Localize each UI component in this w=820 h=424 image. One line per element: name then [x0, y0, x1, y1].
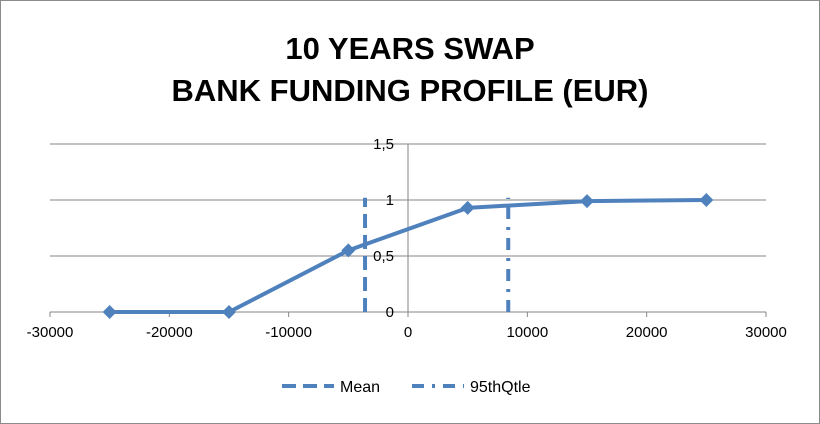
- x-tick-label-6: 30000: [745, 324, 787, 341]
- y-tick-label-0: 0: [386, 304, 394, 321]
- data-point-3: [460, 200, 475, 215]
- data-point-5: [699, 193, 714, 207]
- series-line-profile: [109, 198, 707, 314]
- x-tick-label-4: 10000: [506, 324, 548, 341]
- chart-title-line2: BANK FUNDING PROFILE (EUR): [171, 73, 649, 108]
- y-tick-label-2: 1: [386, 192, 394, 209]
- data-point-1: [222, 305, 236, 319]
- x-tick-label-1: -20000: [146, 324, 193, 341]
- data-point-2: [341, 243, 356, 258]
- chart-title-line1: 10 YEARS SWAP: [285, 31, 535, 66]
- x-tick-label-3: 0: [404, 324, 412, 341]
- x-tick-label-0: -30000: [27, 324, 74, 341]
- y-tick-label-3: 1,5: [373, 136, 394, 153]
- y-tick-label-1: 0,5: [373, 248, 394, 265]
- legend-label-mean: Mean: [340, 379, 380, 396]
- chart-title: 10 YEARS SWAP BANK FUNDING PROFILE (EUR): [0, 28, 820, 112]
- data-point-0: [102, 305, 117, 319]
- legend-label-95thqtle: 95thQtle: [470, 379, 531, 396]
- x-tick-label-2: -10000: [265, 324, 312, 341]
- x-tick-label-5: 20000: [626, 324, 668, 341]
- data-point-4: [580, 194, 594, 209]
